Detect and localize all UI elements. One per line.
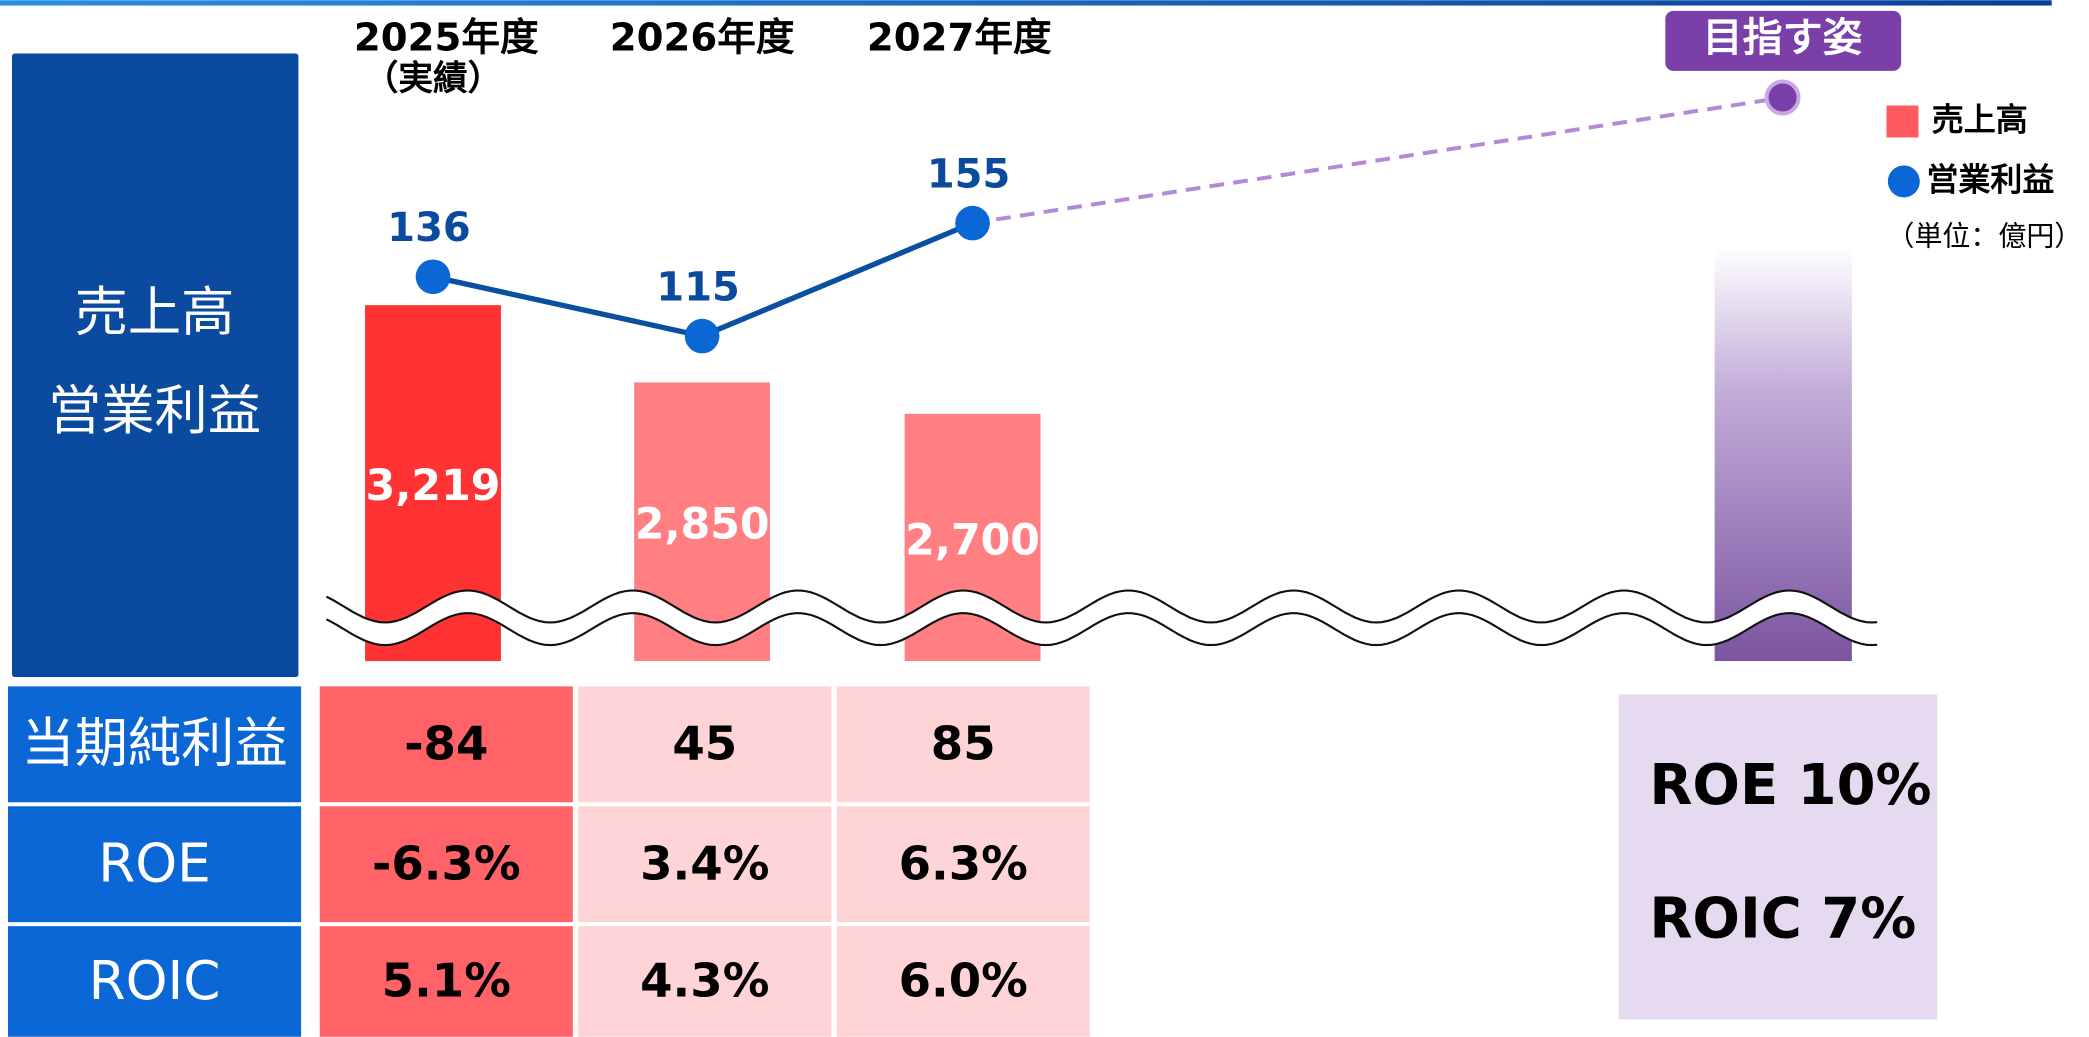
axis-break — [326, 590, 1878, 646]
row-header-box — [11, 53, 299, 678]
target-line: ROIC 7% — [1649, 886, 1916, 951]
table-cell — [578, 806, 832, 923]
target-marker — [1764, 79, 1801, 116]
legend-swatch — [1886, 105, 1919, 138]
table-row-header-cell — [7, 926, 302, 1037]
target-trend — [972, 98, 1767, 226]
target-label: 目指す姿 — [1703, 15, 1863, 61]
table-cell — [319, 806, 573, 923]
line-value-label: 155 — [927, 151, 1010, 197]
bar-value-label: 2,700 — [905, 515, 1040, 565]
target-badge — [1665, 10, 1902, 71]
x-tick-label: 2026年度 — [610, 16, 795, 61]
table-row-header: ROIC — [89, 950, 221, 1012]
table-row-header: 当期純利益 — [21, 713, 287, 775]
line-value-label: 115 — [656, 264, 739, 310]
table-cell — [836, 926, 1090, 1037]
table-cell-text: 85 — [931, 716, 996, 770]
table-cell-text: 4.3% — [640, 954, 769, 1008]
line-marker — [415, 259, 451, 295]
table-row-header: ROE — [98, 833, 211, 895]
table-row-header-cell — [7, 686, 302, 803]
x-tick-label: 2025年度 — [354, 16, 539, 61]
bar-value-label: 3,219 — [366, 461, 501, 511]
row-header: 営業利益 — [48, 380, 261, 442]
table-cell — [578, 926, 832, 1037]
line-value-label: 136 — [387, 205, 470, 251]
top-rule — [0, 0, 2052, 6]
legend-swatch — [1887, 165, 1920, 198]
table-cell — [836, 806, 1090, 923]
row-header: 売上高 — [75, 282, 235, 344]
legend-label: 営業利益 — [1926, 160, 2054, 198]
table-cell-text: 6.3% — [899, 836, 1028, 890]
x-tick-label: 2027年度 — [867, 16, 1052, 61]
table-cell-text: 6.0% — [899, 954, 1028, 1008]
table-cell — [319, 926, 573, 1037]
axis-break-edge — [325, 589, 1878, 624]
x-tick-note: （実績） — [364, 59, 503, 99]
table-cell — [319, 686, 573, 803]
unit-note: （単位：億円） — [1886, 219, 2082, 252]
table-cell-text: 3.4% — [640, 836, 769, 890]
table-cell-text: 45 — [672, 716, 737, 770]
line-marker — [955, 205, 990, 241]
axis-break-edge — [325, 612, 1878, 647]
table-cell-text: 5.1% — [382, 954, 511, 1008]
table-row-header-cell — [7, 806, 302, 923]
table-cell — [836, 686, 1090, 803]
bar-value-label: 2,850 — [635, 500, 770, 550]
legend-label: 売上高 — [1932, 100, 2028, 138]
table-cell-text: -6.3% — [372, 836, 521, 890]
table-cell-text: -84 — [404, 716, 488, 770]
target-box — [1618, 694, 1938, 1020]
line-marker — [684, 318, 720, 354]
target-line: ROE 10% — [1649, 753, 1931, 818]
table-cell — [578, 686, 832, 803]
